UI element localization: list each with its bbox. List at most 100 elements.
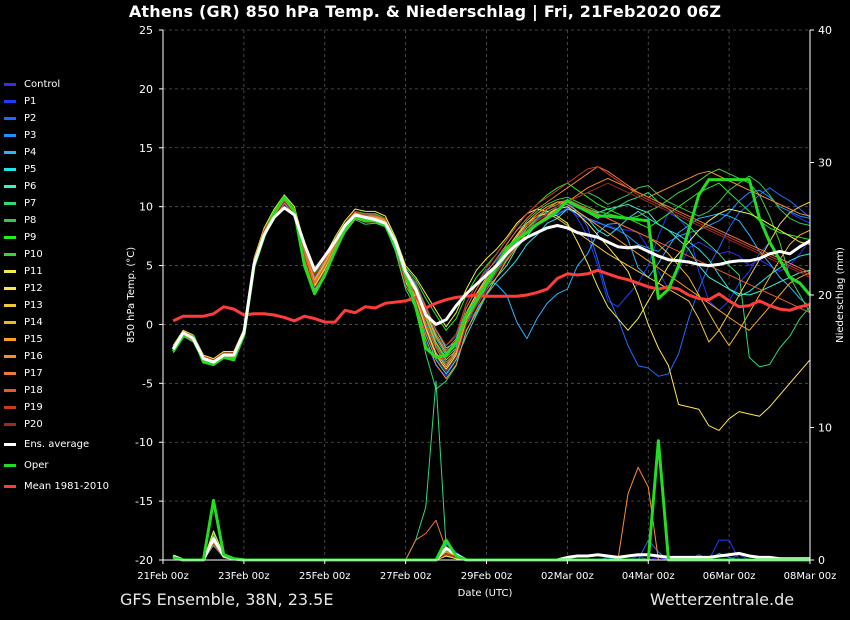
temp-line-p19: [172, 166, 811, 361]
legend-swatch: [4, 168, 16, 171]
y-tick-label: 5: [146, 260, 153, 273]
chart-title: Athens (GR) 850 hPa Temp. & Niederschlag…: [128, 2, 722, 21]
legend-item-oper: Oper: [4, 456, 134, 475]
legend-swatch: [4, 485, 16, 488]
x-tick-label: 02Mar 00z: [541, 571, 594, 582]
y-tick-label: 15: [139, 142, 153, 155]
legend-label: P5: [24, 164, 37, 175]
precip-line-p16: [172, 466, 810, 561]
legend-label: P6: [24, 181, 37, 192]
precip-line-p7: [172, 380, 810, 561]
y-tick-label: 0: [146, 318, 153, 331]
legend-swatch: [4, 236, 16, 239]
legend-item-p16: P16: [4, 348, 134, 365]
y-axis-label: 850 hPa Temp. (°C): [126, 247, 137, 343]
legend-item-p18: P18: [4, 382, 134, 399]
legend-swatch: [4, 287, 16, 290]
legend-swatch: [4, 219, 16, 222]
legend-swatch: [4, 100, 16, 103]
y2-tick-label: 0: [818, 554, 825, 567]
legend-swatch: [4, 304, 16, 307]
footer-site-name: Wetterzentrale.de: [650, 590, 795, 609]
temp-line-mean-1981-2010: [172, 268, 811, 324]
legend-item-p9: P9: [4, 229, 134, 246]
y2-tick-label: 10: [818, 422, 832, 435]
legend-swatch: [4, 443, 16, 446]
legend-item-p10: P10: [4, 246, 134, 263]
tick-labels: -20 -15 -10 -5 0 5 10 15 20 25 0 10 20 30 40 21Feb 00z 2…: [135, 24, 836, 582]
legend-label: P1: [24, 96, 37, 107]
temperature-series: [171, 166, 812, 431]
legend-swatch: [4, 185, 16, 188]
x-tick-label: 04Mar 00z: [622, 571, 675, 582]
legend-swatch: [4, 372, 16, 375]
x-tick-label: 27Feb 00z: [380, 571, 432, 582]
legend-label: P3: [24, 130, 37, 141]
legend-item-mean-1981-2010: Mean 1981-2010: [4, 477, 134, 496]
legend-label: Mean 1981-2010: [24, 481, 109, 492]
temp-line-p12: [172, 201, 811, 431]
legend-swatch: [4, 134, 16, 137]
y-tick-label: -10: [135, 436, 153, 449]
y-tick-label: 20: [139, 83, 153, 96]
y2-tick-label: 40: [818, 24, 832, 37]
legend-item-p19: P19: [4, 399, 134, 416]
legend-label: Oper: [24, 460, 49, 471]
precip-line-p17: [172, 519, 810, 561]
y-tick-label: -5: [142, 377, 153, 390]
legend-label: P10: [24, 249, 43, 260]
temp-line-p20: [172, 182, 811, 373]
legend-item-p17: P17: [4, 365, 134, 382]
legend-item-p6: P6: [4, 178, 134, 195]
legend-item-p14: P14: [4, 314, 134, 331]
legend-swatch: [4, 270, 16, 273]
legend-label: P19: [24, 402, 43, 413]
y-tick-label: 25: [139, 24, 153, 37]
legend-item-p7: P7: [4, 195, 134, 212]
precipitation-series: [172, 380, 810, 562]
legend-label: Control: [24, 79, 61, 90]
legend-item-p8: P8: [4, 212, 134, 229]
legend-label: P9: [24, 232, 37, 243]
legend-label: P18: [24, 385, 43, 396]
legend-item-p4: P4: [4, 144, 134, 161]
legend-label: P17: [24, 368, 43, 379]
legend-label: P20: [24, 419, 43, 430]
x-tick-label: 29Feb 00z: [461, 571, 513, 582]
x-tick-label: 23Feb 00z: [218, 571, 270, 582]
legend-item-control: Control: [4, 76, 134, 93]
legend: Control P1 P2 P3 P4 P5 P6 P7 P8 P9 P10 P11 P12 P13 P14…: [4, 76, 134, 496]
legend-label: P13: [24, 300, 43, 311]
legend-label: P2: [24, 113, 37, 124]
legend-label: P16: [24, 351, 43, 362]
y2-tick-label: 30: [818, 157, 832, 170]
legend-item-p2: P2: [4, 110, 134, 127]
legend-swatch: [4, 202, 16, 205]
legend-item-p11: P11: [4, 263, 134, 280]
legend-swatch: [4, 464, 16, 467]
legend-item-p12: P12: [4, 280, 134, 297]
legend-label: P8: [24, 215, 37, 226]
y2-axis-label: Niederschlag (mm): [835, 247, 846, 343]
legend-label: P12: [24, 283, 43, 294]
legend-label: P7: [24, 198, 37, 209]
legend-item-p5: P5: [4, 161, 134, 178]
legend-swatch: [4, 83, 16, 86]
legend-item-p3: P3: [4, 127, 134, 144]
legend-label: P14: [24, 317, 43, 328]
legend-label: P11: [24, 266, 43, 277]
legend-label: Ens. average: [24, 439, 90, 450]
legend-swatch: [4, 406, 16, 409]
y-tick-label: 10: [139, 201, 153, 214]
legend-swatch: [4, 253, 16, 256]
legend-swatch: [4, 389, 16, 392]
legend-swatch: [4, 117, 16, 120]
x-tick-label: 25Feb 00z: [299, 571, 351, 582]
legend-swatch: [4, 355, 16, 358]
y-tick-label: -15: [135, 495, 153, 508]
legend-item-p13: P13: [4, 297, 134, 314]
temp-line-ens-average: [171, 206, 811, 364]
legend-swatch: [4, 151, 16, 154]
legend-item-ens-average: Ens. average: [4, 435, 134, 454]
